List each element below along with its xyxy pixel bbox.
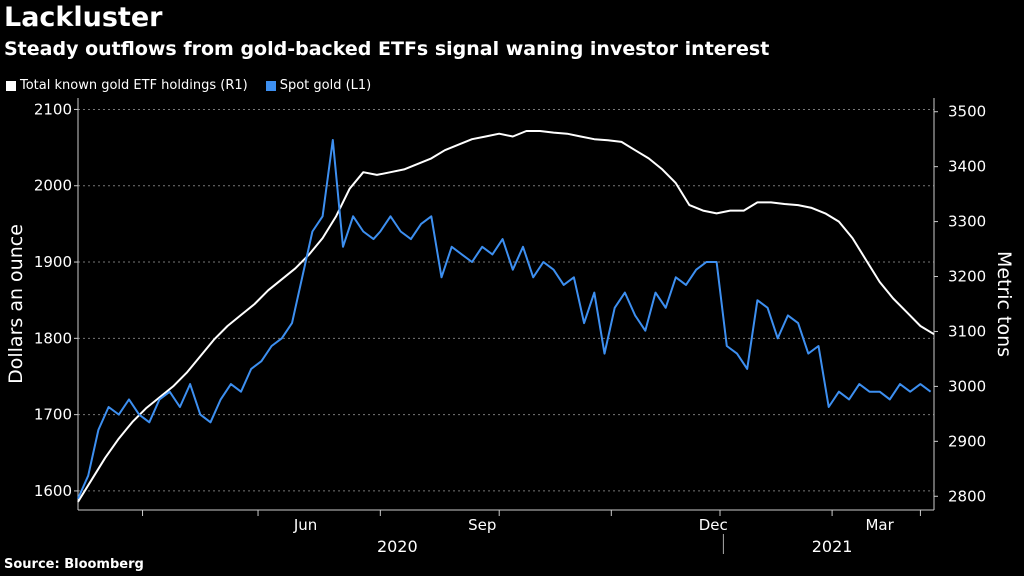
x-year-label: 2021 — [812, 537, 853, 556]
left-tick-label: 1600 — [34, 482, 72, 500]
series-line-spot-gold — [77, 139, 932, 500]
chart-subtitle: Steady outflows from gold-backed ETFs si… — [4, 38, 770, 60]
legend-swatch-white — [6, 80, 16, 91]
right-axis-title: Metric tons — [993, 251, 1015, 357]
left-tick-label: 1900 — [34, 253, 72, 271]
x-month-label: Dec — [699, 516, 728, 534]
right-tick-label: 3100 — [948, 322, 986, 340]
legend-label-spot: Spot gold (L1) — [279, 78, 372, 93]
source-note: Source: Bloomberg — [4, 557, 144, 572]
chart-legend: Total known gold ETF holdings (R1) Spot … — [6, 78, 371, 93]
right-tick-label: 2900 — [948, 432, 986, 450]
legend-item-etf: Total known gold ETF holdings (R1) — [6, 78, 248, 93]
left-tick-label: 2000 — [34, 177, 72, 195]
x-month-label: Mar — [865, 516, 894, 534]
left-tick-label: 1800 — [34, 329, 72, 347]
right-tick-label: 3200 — [948, 268, 986, 286]
right-tick-label: 2800 — [948, 487, 986, 505]
x-month-label: Jun — [293, 516, 317, 534]
x-month-label: Sep — [468, 516, 496, 534]
left-tick-label: 1700 — [34, 406, 72, 424]
right-tick-label: 3000 — [948, 377, 986, 395]
series-line-etf-holdings — [77, 130, 935, 503]
legend-item-spot: Spot gold (L1) — [265, 78, 372, 93]
left-axis-title: Dollars an ounce — [5, 224, 27, 384]
left-tick-label: 2100 — [34, 100, 72, 118]
right-tick-label: 3300 — [948, 213, 986, 231]
legend-swatch-blue — [265, 80, 276, 91]
right-tick-label: 3500 — [948, 103, 986, 121]
chart-title: Lackluster — [4, 2, 163, 33]
legend-label-etf: Total known gold ETF holdings (R1) — [20, 78, 248, 93]
right-tick-label: 3400 — [948, 158, 986, 176]
x-year-label: 2020 — [377, 537, 418, 556]
